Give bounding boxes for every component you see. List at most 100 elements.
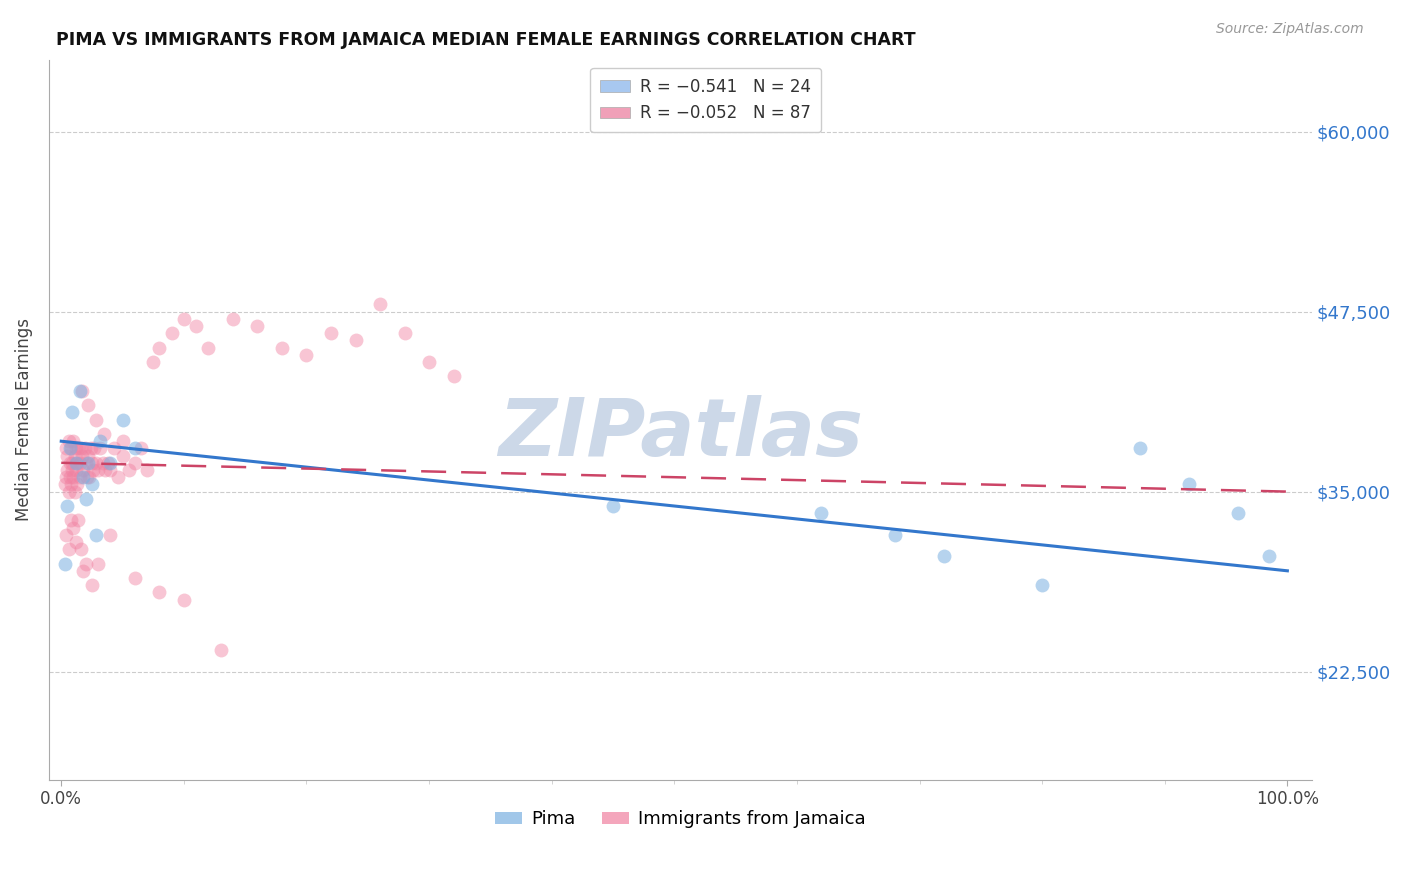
Point <box>111 412 134 426</box>
Point <box>173 311 195 326</box>
Point <box>76 470 98 484</box>
Point <box>79 442 101 456</box>
Point <box>72 470 94 484</box>
Point <box>60 463 83 477</box>
Point <box>98 456 121 470</box>
Point <box>53 477 76 491</box>
Point <box>75 456 97 470</box>
Point <box>60 442 83 456</box>
Point <box>60 513 83 527</box>
Point <box>89 442 111 456</box>
Point <box>111 434 134 449</box>
Point <box>118 463 141 477</box>
Point <box>79 470 101 484</box>
Point <box>103 442 125 456</box>
Point <box>66 456 89 470</box>
Point <box>59 470 82 484</box>
Point <box>295 348 318 362</box>
Point <box>1227 506 1250 520</box>
Point <box>70 384 93 398</box>
Point <box>319 326 342 341</box>
Point <box>55 528 77 542</box>
Point <box>75 557 97 571</box>
Point <box>80 456 103 470</box>
Point <box>87 463 110 477</box>
Point <box>70 442 93 456</box>
Point <box>1258 549 1281 564</box>
Point <box>69 384 91 398</box>
Point <box>66 477 89 491</box>
Point <box>65 442 87 456</box>
Point <box>111 449 134 463</box>
Text: PIMA VS IMMIGRANTS FROM JAMAICA MEDIAN FEMALE EARNINGS CORRELATION CHART: PIMA VS IMMIGRANTS FROM JAMAICA MEDIAN F… <box>56 31 915 49</box>
Point <box>60 477 83 491</box>
Point <box>84 456 107 470</box>
Point <box>89 434 111 449</box>
Point <box>84 412 107 426</box>
Point <box>55 470 77 484</box>
Y-axis label: Median Female Earnings: Median Female Earnings <box>15 318 32 521</box>
Point <box>443 369 465 384</box>
Point <box>107 470 129 484</box>
Point <box>63 484 86 499</box>
Point <box>69 456 91 470</box>
Point <box>810 506 832 520</box>
Point <box>84 528 107 542</box>
Point <box>1178 477 1201 491</box>
Point <box>129 442 152 456</box>
Point <box>60 456 83 470</box>
Point <box>98 463 121 477</box>
Point <box>418 355 440 369</box>
Point <box>69 470 91 484</box>
Point <box>75 491 97 506</box>
Point <box>184 318 207 333</box>
Legend: Pima, Immigrants from Jamaica: Pima, Immigrants from Jamaica <box>488 803 873 836</box>
Point <box>53 557 76 571</box>
Point <box>197 341 219 355</box>
Point <box>884 528 907 542</box>
Point <box>94 463 117 477</box>
Point <box>1031 578 1053 592</box>
Point <box>59 456 82 470</box>
Point <box>394 326 416 341</box>
Point <box>98 528 121 542</box>
Point <box>58 434 80 449</box>
Point <box>65 535 87 549</box>
Point <box>209 643 232 657</box>
Point <box>124 442 146 456</box>
Point <box>271 341 294 355</box>
Point <box>65 456 87 470</box>
Point <box>67 442 90 456</box>
Point <box>246 318 269 333</box>
Point <box>124 571 146 585</box>
Point <box>136 463 159 477</box>
Point <box>82 463 104 477</box>
Point <box>222 311 245 326</box>
Point <box>62 470 84 484</box>
Text: Source: ZipAtlas.com: Source: ZipAtlas.com <box>1216 22 1364 37</box>
Point <box>77 449 100 463</box>
Point <box>56 499 79 513</box>
Point <box>73 442 96 456</box>
Point <box>67 513 90 527</box>
Point <box>160 326 183 341</box>
Point <box>344 334 367 348</box>
Point <box>77 398 100 412</box>
Point <box>83 442 105 456</box>
Point <box>148 585 170 599</box>
Point <box>142 355 165 369</box>
Point <box>56 463 79 477</box>
Point <box>77 456 100 470</box>
Point <box>60 405 83 419</box>
Point <box>602 499 624 513</box>
Point <box>62 434 84 449</box>
Point <box>97 456 120 470</box>
Point <box>148 341 170 355</box>
Point <box>59 442 82 456</box>
Point <box>63 449 86 463</box>
Point <box>55 442 77 456</box>
Point <box>72 463 94 477</box>
Point <box>173 592 195 607</box>
Point <box>58 484 80 499</box>
Point <box>56 449 79 463</box>
